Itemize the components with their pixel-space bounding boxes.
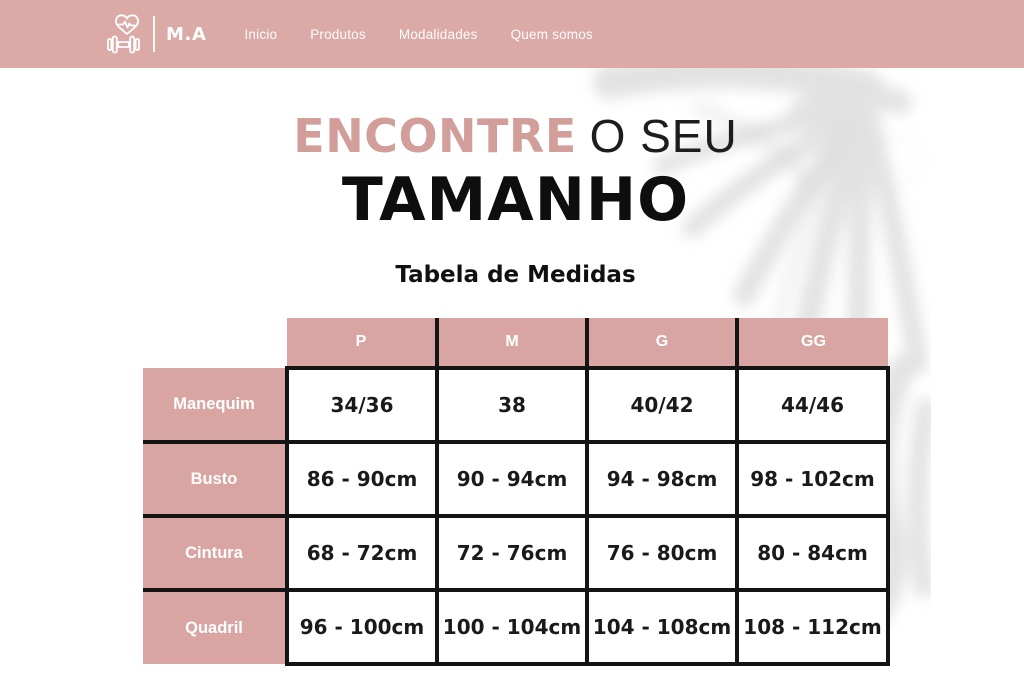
- table-row-manequim: Manequim 34/36 38 40/42 44/46: [143, 366, 890, 444]
- table-cell: 100 - 104cm: [435, 588, 589, 666]
- column-header-m: M: [435, 318, 587, 370]
- table-cell: 90 - 94cm: [435, 440, 589, 518]
- hero-title-line2: TAMANHO: [341, 164, 690, 235]
- hero-title-rest: O SEU: [589, 110, 738, 163]
- size-table-title: Tabela de Medidas: [395, 262, 636, 288]
- table-cell: 104 - 108cm: [585, 588, 739, 666]
- brand-name: M.A: [166, 23, 207, 45]
- top-navigation-bar: M.A Inicio Produtos Modalidades Quem som…: [0, 0, 1024, 68]
- table-cell: 76 - 80cm: [585, 514, 739, 592]
- table-cell: 44/46: [735, 366, 890, 444]
- table-cell: 80 - 84cm: [735, 514, 890, 592]
- table-cell: 94 - 98cm: [585, 440, 739, 518]
- hero-title-accent: ENCONTRE: [293, 109, 577, 164]
- table-row-busto: Busto 86 - 90cm 90 - 94cm 94 - 98cm 98 -…: [143, 440, 890, 518]
- table-corner-cell: [143, 318, 287, 368]
- main-nav: Inicio Produtos Modalidades Quem somos: [244, 27, 592, 42]
- column-header-p: P: [287, 318, 437, 370]
- row-label-busto: Busto: [143, 440, 287, 516]
- table-row-quadril: Quadril 96 - 100cm 100 - 104cm 104 - 108…: [143, 588, 890, 666]
- brand-logo[interactable]: M.A: [106, 11, 206, 57]
- hero-title: ENCONTRE O SEU TAMANHO: [100, 111, 931, 234]
- table-cell: 98 - 102cm: [735, 440, 890, 518]
- table-cell: 108 - 112cm: [735, 588, 890, 666]
- hero-title-line1: ENCONTRE O SEU: [293, 109, 738, 164]
- content-area: ENCONTRE O SEU TAMANHO Tabela de Medidas…: [100, 68, 931, 688]
- size-table-header-row: P M G GG: [143, 318, 888, 370]
- table-cell: 96 - 100cm: [285, 588, 439, 666]
- table-cell: 68 - 72cm: [285, 514, 439, 592]
- table-cell: 40/42: [585, 366, 739, 444]
- table-cell: 72 - 76cm: [435, 514, 589, 592]
- logo-divider: [153, 16, 155, 52]
- table-row-cintura: Cintura 68 - 72cm 72 - 76cm 76 - 80cm 80…: [143, 514, 890, 592]
- row-label-manequim: Manequim: [143, 368, 287, 442]
- column-header-gg: GG: [735, 318, 888, 370]
- nav-item-produtos[interactable]: Produtos: [310, 26, 366, 42]
- nav-item-quem-somos[interactable]: Quem somos: [510, 26, 593, 42]
- heart-pulse-dumbbell-icon: [106, 11, 144, 57]
- nav-item-modalidades[interactable]: Modalidades: [398, 26, 478, 42]
- row-label-quadril: Quadril: [143, 588, 287, 664]
- column-header-g: G: [585, 318, 737, 370]
- nav-item-inicio[interactable]: Inicio: [244, 26, 278, 42]
- size-table: P M G GG Manequim 34/36 38 40/42 44/46 B…: [143, 318, 890, 666]
- table-cell: 38: [435, 366, 589, 444]
- table-cell: 34/36: [285, 366, 439, 444]
- table-cell: 86 - 90cm: [285, 440, 439, 518]
- row-label-cintura: Cintura: [143, 514, 287, 590]
